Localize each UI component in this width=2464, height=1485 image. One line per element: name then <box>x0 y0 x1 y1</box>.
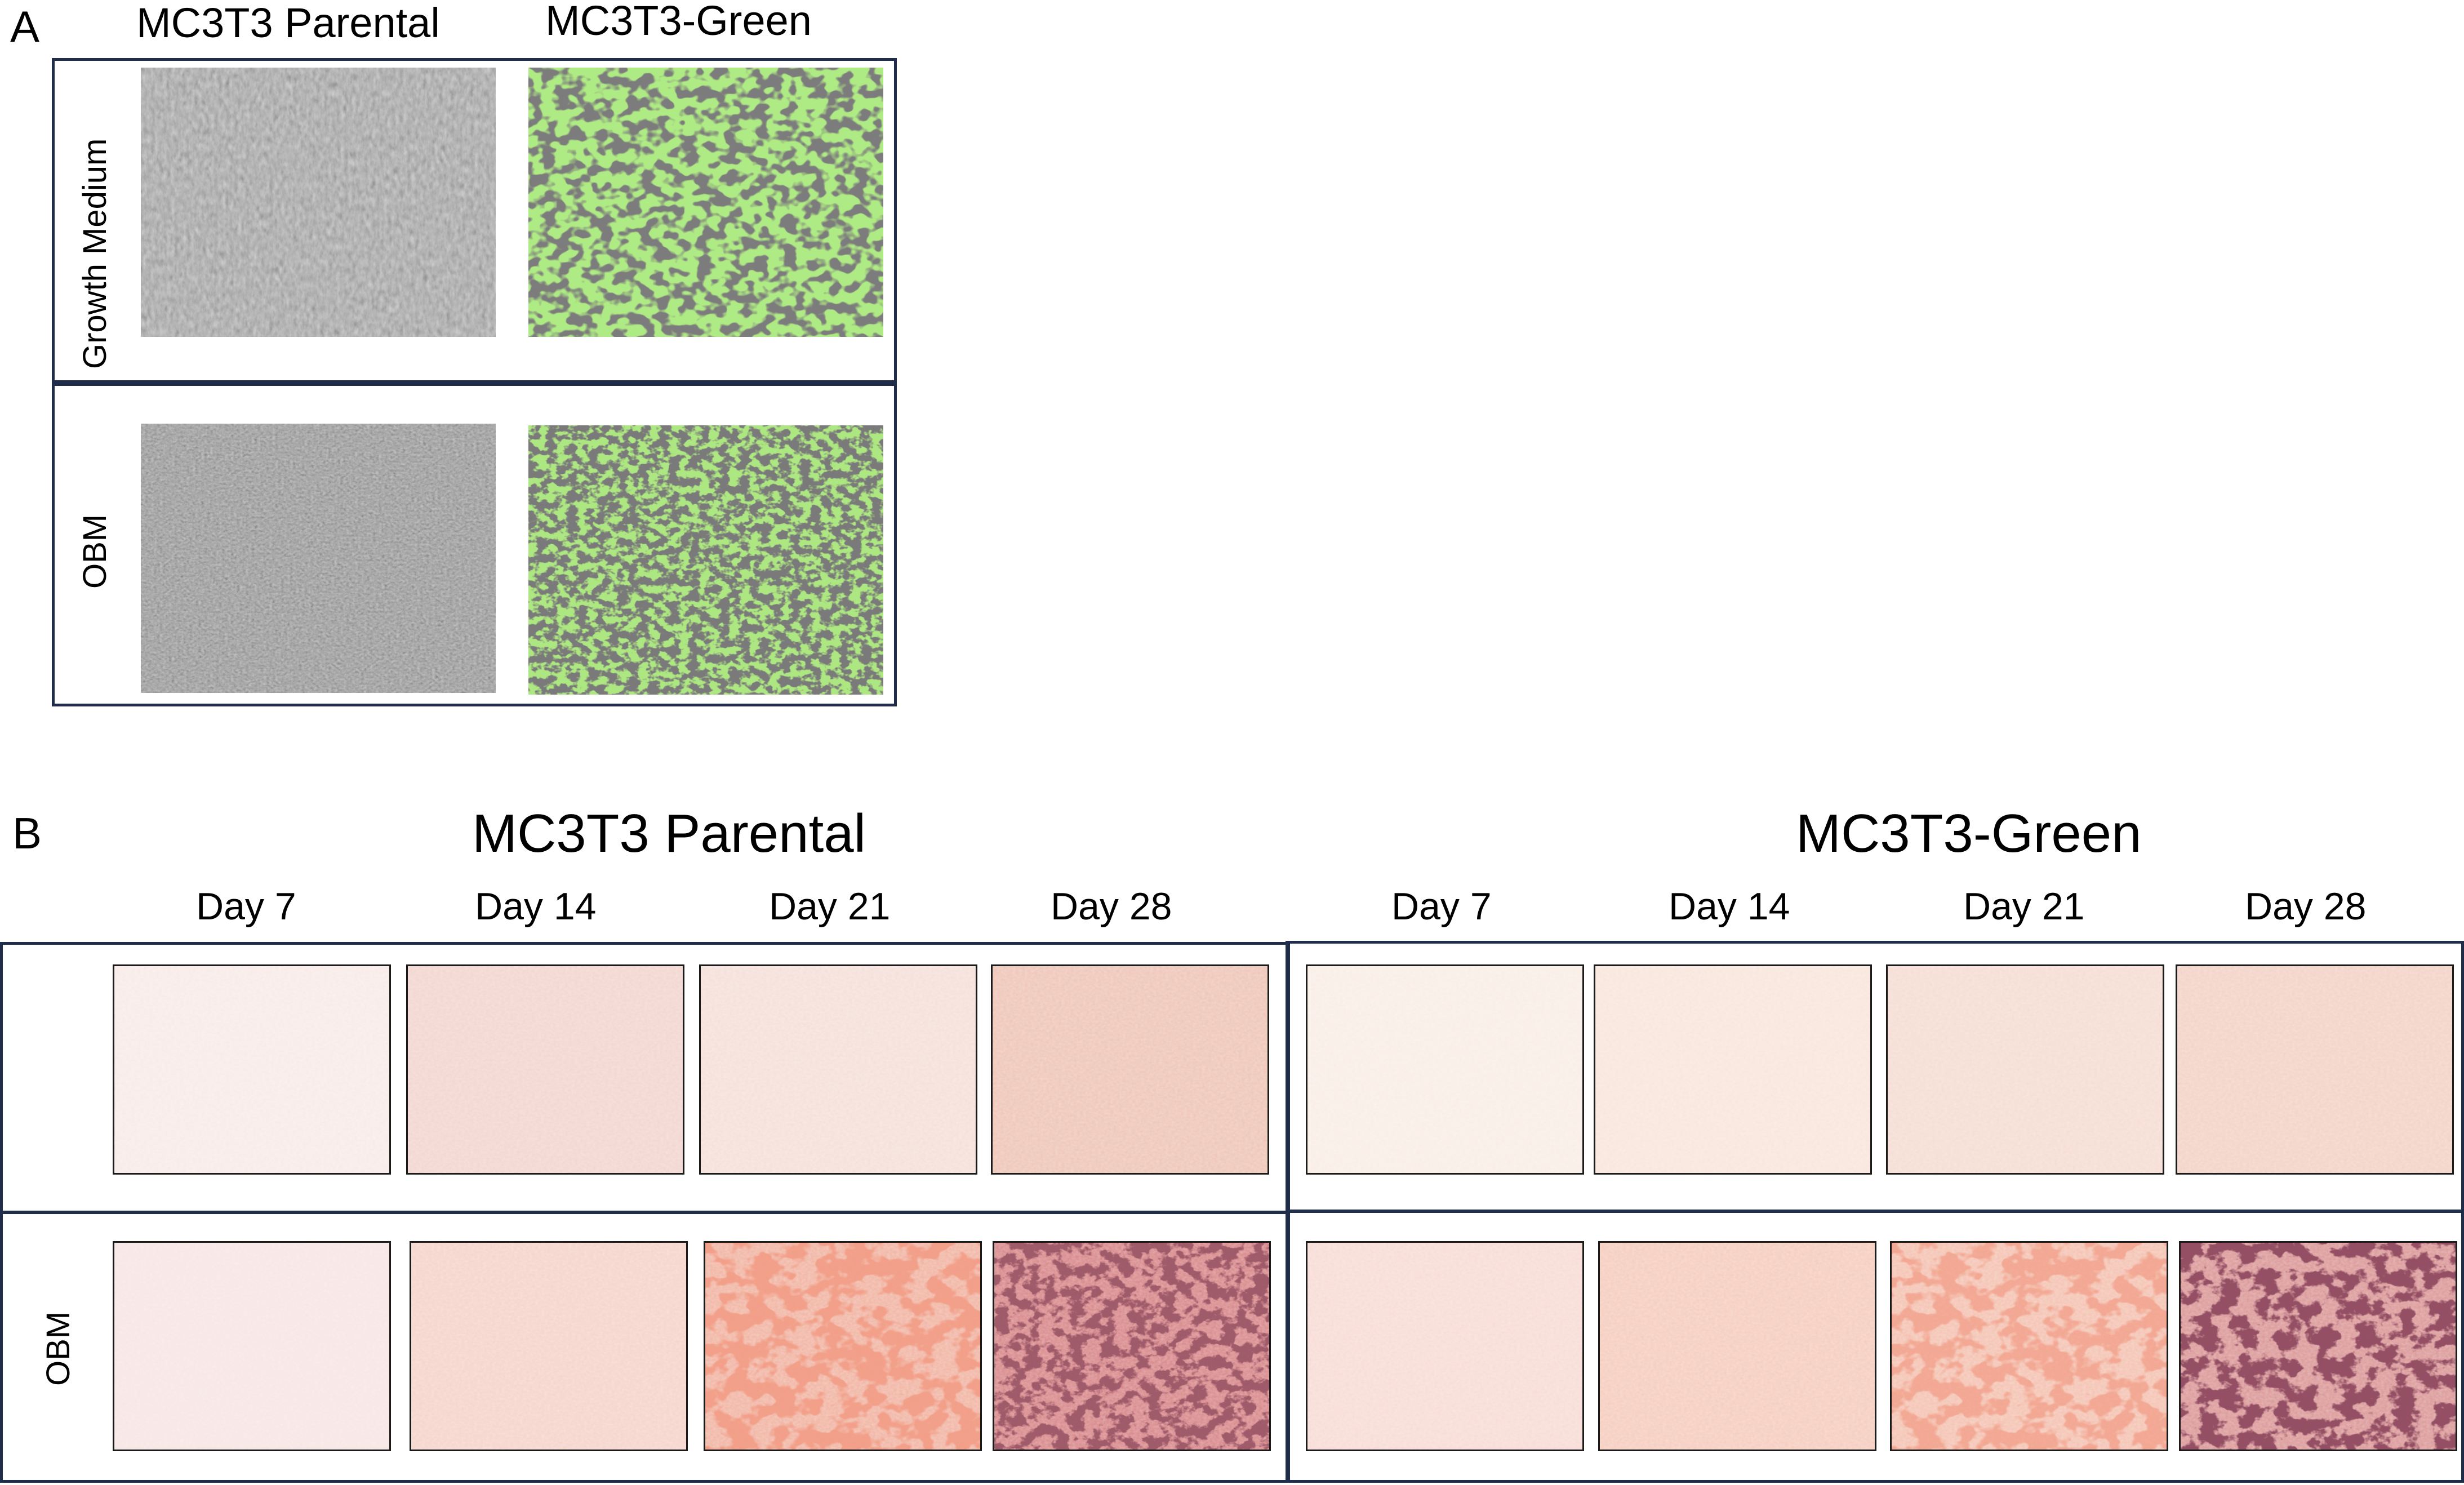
panel-b-green-day28-obm-image <box>2179 1241 2457 1451</box>
panel-a-obm-frame <box>52 383 897 706</box>
panel-b-parental-day21-obm-image <box>704 1241 982 1451</box>
panel-b-parental-day-7: Day 7 <box>196 885 296 928</box>
panel-b-letter: B <box>12 808 42 858</box>
panel-b-parental-day14-obm-image <box>410 1241 688 1451</box>
panel-b-title-green: MC3T3-Green <box>1796 803 2142 864</box>
panel-b-green-day14-row1-image <box>1594 964 1872 1175</box>
panel-a-image-green-growth-medium <box>528 68 883 337</box>
panel-a-letter: A <box>10 2 40 51</box>
panel-b-green-day-7: Day 7 <box>1391 885 1492 928</box>
panel-b-green-day28-row1-image <box>2176 964 2454 1175</box>
panel-b-green-day21-row1-image <box>1886 964 2164 1175</box>
panel-b-parental-day-14: Day 14 <box>475 885 597 928</box>
panel-b-parental-day-28: Day 28 <box>1051 885 1172 928</box>
panel-b-row-obm: OBM <box>40 1311 77 1386</box>
panel-b-parental-day-21: Day 21 <box>769 885 891 928</box>
panel-a-image-green-obm <box>528 425 883 695</box>
panel-b-green-day7-obm-image <box>1306 1241 1584 1451</box>
panel-b-parental-row2-frame <box>0 1211 1290 1483</box>
panel-b-green-day-14: Day 14 <box>1669 885 1790 928</box>
panel-a-growth-medium-frame <box>52 58 897 383</box>
panel-b-title-parental: MC3T3 Parental <box>472 803 866 864</box>
panel-b-green-day-28: Day 28 <box>2245 885 2367 928</box>
panel-b-parental-day28-row1-image <box>991 964 1269 1175</box>
panel-b-parental-day21-row1-image <box>699 964 977 1175</box>
panel-a-column-green: MC3T3-Green <box>545 0 812 44</box>
panel-b-green-day-21: Day 21 <box>1963 885 2085 928</box>
panel-b-green-row2-frame <box>1286 1210 2464 1483</box>
panel-a-column-parental: MC3T3 Parental <box>136 0 440 46</box>
panel-b-parental-day7-row1-image <box>113 964 391 1175</box>
panel-b-green-day7-row1-image <box>1306 964 1584 1175</box>
panel-b-parental-day28-obm-image <box>993 1241 1271 1451</box>
panel-b-green-day21-obm-image <box>1890 1241 2168 1451</box>
panel-a-row-obm: OBM <box>77 514 113 589</box>
panel-a-image-parental-growth-medium <box>141 68 496 337</box>
panel-b-green-day14-obm-image <box>1598 1241 1876 1451</box>
panel-a-row-growth-medium: Growth Medium <box>77 138 113 369</box>
panel-b-parental-day7-obm-image <box>113 1241 391 1451</box>
panel-b-parental-day14-row1-image <box>406 964 684 1175</box>
panel-a-image-parental-obm <box>141 424 496 693</box>
